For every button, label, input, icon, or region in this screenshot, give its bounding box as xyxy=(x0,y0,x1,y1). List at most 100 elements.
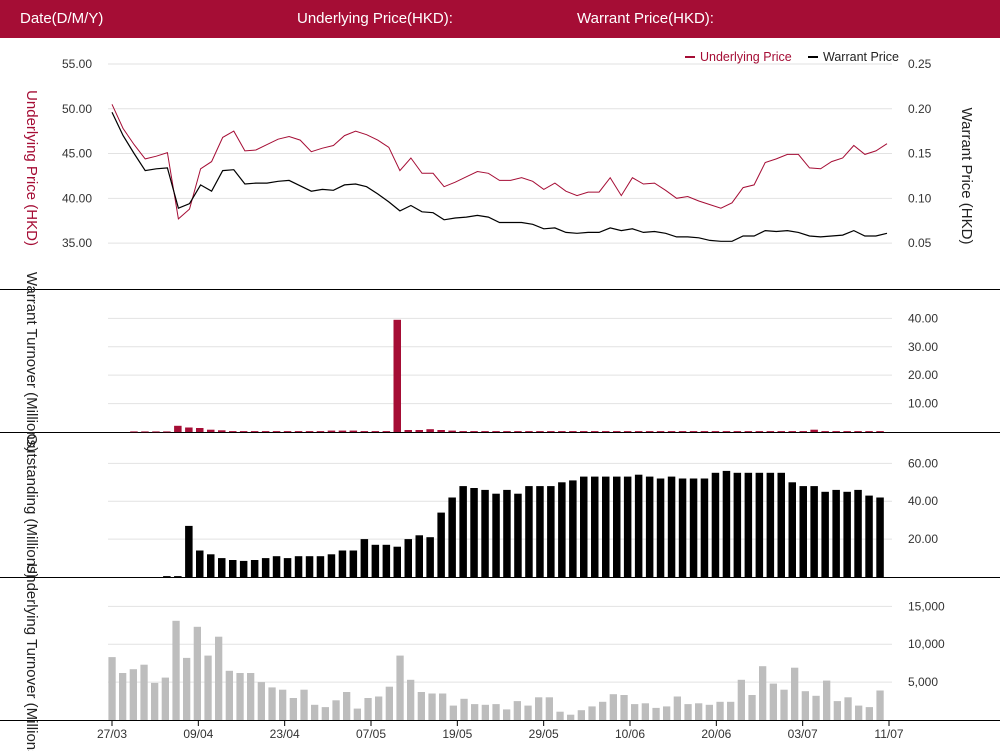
underlying-turnover-bar xyxy=(759,666,767,720)
y-tick-label-right: 0.20 xyxy=(908,102,932,116)
warrant-turnover-bar xyxy=(437,430,445,432)
x-tick-label: 03/07 xyxy=(788,727,818,741)
warrant-price-label: Warrant Price(HKD): xyxy=(577,10,714,27)
warrant-turnover-bar xyxy=(788,431,796,432)
warrant-turnover-bar xyxy=(371,431,380,432)
outstanding-bar xyxy=(744,472,753,577)
outstanding-bar xyxy=(393,546,401,577)
underlying-turnover-bar xyxy=(257,682,265,720)
y-tick-label-left: 35.00 xyxy=(62,236,92,250)
underlying-turnover-bar xyxy=(812,695,820,720)
outstanding-bar xyxy=(349,550,358,577)
underlying-turnover-bar xyxy=(215,636,223,720)
outstanding-bar xyxy=(371,544,380,577)
y-tick-label-right: 0.05 xyxy=(908,236,932,250)
underlying-turnover-bar xyxy=(172,620,180,720)
warrant-turnover-bar xyxy=(272,431,281,432)
y-tick-label-right: 0.10 xyxy=(908,191,932,205)
warrant-turnover-bar xyxy=(360,431,369,432)
warrant-turnover-bar xyxy=(733,431,742,432)
x-tick-label: 20/06 xyxy=(701,727,731,741)
warrant-turnover-bar xyxy=(667,431,676,432)
outstanding-bar xyxy=(492,493,500,577)
underlying-turnover-bar xyxy=(321,707,329,720)
warrant-turnover-bar xyxy=(634,431,643,432)
underlying-turnover-bar xyxy=(311,704,319,720)
warrant-turnover-bar xyxy=(623,431,632,432)
outstanding-bar xyxy=(294,556,303,577)
warrant-turnover-bar xyxy=(777,431,785,432)
outstanding-bar xyxy=(470,488,478,577)
y-axis-title-underlying: Underlying Price (HKD) xyxy=(23,90,40,246)
y-tick-label: 15,000 xyxy=(908,599,945,613)
underlying-turnover-bar xyxy=(449,705,457,720)
outstanding-bar xyxy=(272,556,281,577)
warrant-turnover-bar xyxy=(755,431,764,432)
outstanding-bar xyxy=(876,497,884,577)
outstanding-bar xyxy=(360,539,369,577)
underlying-turnover-bar xyxy=(439,693,447,720)
warrant-turnover-bar xyxy=(141,431,149,433)
warrant-turnover-bar xyxy=(645,431,654,432)
underlying-turnover-bar xyxy=(140,664,148,720)
warrant-turnover-bar xyxy=(448,430,456,432)
outstanding-bar xyxy=(602,476,610,577)
underlying-turnover-bar xyxy=(289,698,297,720)
outstanding-bar xyxy=(700,478,709,577)
underlying-turnover-bar xyxy=(332,700,340,720)
underlying-turnover-bar xyxy=(631,704,639,720)
underlying-turnover-bar xyxy=(428,693,436,720)
underlying-turnover-bar xyxy=(588,706,596,720)
warrant-turnover-bar xyxy=(591,431,599,432)
underlying-turnover-bar xyxy=(695,703,703,720)
outstanding-bar xyxy=(338,550,347,577)
warrant-turnover-bar xyxy=(415,430,423,432)
outstanding-bar xyxy=(711,472,720,577)
y-axis-title-underlying-turnover: Underlying Turnover (Millions) xyxy=(23,563,40,751)
underlying-price-line xyxy=(111,104,888,220)
underlying-turnover-bar xyxy=(844,697,852,720)
underlying-turnover-bar xyxy=(183,657,191,720)
warrant-turnover-bar xyxy=(525,431,533,432)
underlying-turnover-bar xyxy=(385,686,393,720)
outstanding-bar xyxy=(623,476,632,577)
warrant-price-line xyxy=(111,112,888,242)
underlying-turnover-bar xyxy=(833,701,841,720)
outstanding-bar xyxy=(250,560,259,577)
underlying-turnover-bar xyxy=(407,679,415,720)
underlying-turnover-bar xyxy=(225,670,233,720)
underlying-turnover-bar xyxy=(769,683,777,720)
outstanding-bar xyxy=(613,476,621,577)
outstanding-bar xyxy=(580,476,588,577)
y-axis-title-warrant: Warrant Price (HKD) xyxy=(958,108,975,245)
outstanding-bar xyxy=(865,495,873,577)
underlying-turnover-bar xyxy=(801,691,809,720)
warrant-turnover-bar xyxy=(678,431,687,432)
outstanding-bar xyxy=(404,539,412,577)
x-tick-label: 07/05 xyxy=(356,727,386,741)
legend: Underlying Price Warrant Price xyxy=(685,50,899,64)
warrant-turnover-bar xyxy=(711,431,720,432)
outstanding-bar xyxy=(448,497,456,577)
underlying-turnover-bar xyxy=(577,710,585,720)
warrant-turnover-bar xyxy=(294,431,303,432)
underlying-turnover-bar xyxy=(108,657,116,720)
y-axis-title-outstanding: Outstanding (Millions) xyxy=(23,433,40,578)
warrant-turnover-bar xyxy=(558,431,566,432)
underlying-turnover-bar xyxy=(748,695,756,720)
warrant-turnover-bar xyxy=(613,431,621,432)
outstanding-bar xyxy=(788,482,796,577)
underlying-turnover-bar xyxy=(353,708,361,720)
underlying-turnover-bar xyxy=(460,698,468,720)
underlying-turnover-bar xyxy=(684,704,692,720)
underlying-turnover-bar xyxy=(375,696,383,720)
warrant-turnover-bar xyxy=(185,427,193,432)
underlying-turnover-bar xyxy=(503,709,511,720)
warrant-turnover-bar xyxy=(689,431,698,432)
warrant-turnover-bar xyxy=(854,431,862,432)
underlying-turnover-bar xyxy=(236,673,244,720)
underlying-turnover-bar xyxy=(620,695,628,720)
warrant-turnover-bar xyxy=(349,430,358,432)
underlying-turnover-bar xyxy=(780,689,788,720)
x-tick-label: 27/03 xyxy=(97,727,127,741)
